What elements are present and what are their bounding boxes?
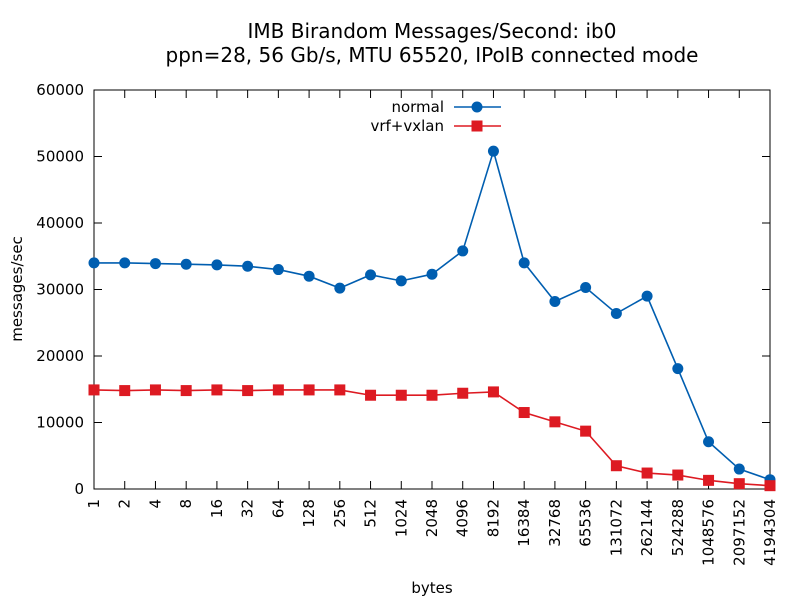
x-axis-label: bytes [411, 579, 453, 597]
data-point [733, 478, 745, 490]
x-tick-label: 256 [331, 499, 349, 528]
data-point [426, 389, 438, 401]
chart-title: IMB Birandom Messages/Second: ib0 [248, 19, 617, 43]
data-point [272, 264, 284, 276]
data-point [426, 268, 438, 280]
y-tick-label: 50000 [36, 148, 84, 166]
y-tick-label: 60000 [36, 81, 84, 99]
y-tick-label: 40000 [36, 214, 84, 232]
series-layer [88, 145, 776, 492]
data-point [764, 480, 776, 492]
data-point [365, 389, 377, 401]
series-1 [88, 384, 776, 492]
x-tick-label: 1048576 [700, 499, 718, 566]
data-point [272, 384, 284, 396]
x-tick-label: 1 [85, 499, 103, 509]
x-tick-label: 16384 [515, 499, 533, 547]
y-axis-label: messages/sec [8, 236, 26, 342]
data-point [641, 467, 653, 479]
x-tick-label: 1024 [392, 499, 410, 537]
data-point [703, 474, 715, 486]
data-point [549, 295, 561, 307]
x-tick-label: 4096 [454, 499, 472, 537]
data-point [487, 145, 499, 157]
x-tick-label: 16 [208, 499, 226, 518]
data-point [242, 385, 254, 397]
data-point [703, 436, 715, 448]
data-point [672, 469, 684, 481]
x-tick-label: 2 [116, 499, 134, 509]
data-point [334, 384, 346, 396]
data-point [549, 416, 561, 428]
series-line [94, 148, 771, 481]
data-point [610, 460, 622, 472]
x-tick-label: 4194304 [761, 499, 779, 566]
data-point [211, 384, 223, 396]
x-tick-label: 524288 [669, 499, 687, 556]
x-tick-label: 131072 [607, 499, 625, 556]
data-point [149, 384, 161, 396]
data-point [580, 425, 592, 437]
legend-marker [471, 101, 483, 113]
legend-marker [471, 120, 483, 132]
data-point [395, 389, 407, 401]
x-tick-label: 128 [300, 499, 318, 528]
y-tick-label: 20000 [36, 347, 84, 365]
y-tick-label: 30000 [36, 281, 84, 299]
data-point [457, 245, 469, 257]
data-point [733, 463, 745, 475]
legend-label: vrf+vxlan [370, 117, 444, 135]
data-point [672, 363, 684, 375]
x-tick-label: 8 [177, 499, 195, 509]
data-point [334, 282, 346, 294]
data-point [518, 407, 530, 419]
axes: 0 10000 20000 30000 40000 50000 60000 1 2 4 8 16 32 6… [36, 81, 779, 566]
x-tick-label: 4 [146, 499, 164, 509]
data-point [242, 260, 254, 272]
data-point [487, 386, 499, 398]
legend-label: normal [391, 98, 444, 116]
series-line [93, 389, 771, 487]
data-point [149, 258, 161, 270]
data-point [119, 257, 131, 269]
y-tick-label: 10000 [36, 414, 84, 432]
data-point [88, 384, 100, 396]
data-point [180, 258, 192, 270]
x-tick-label: 2048 [423, 499, 441, 537]
y-tick-label: 0 [74, 480, 84, 498]
data-point [365, 269, 377, 281]
data-point [303, 384, 315, 396]
x-tick-label: 32 [239, 499, 257, 518]
data-point [211, 259, 223, 271]
data-point [580, 282, 592, 294]
data-point [303, 270, 315, 282]
data-point [119, 385, 131, 397]
data-point [518, 257, 530, 269]
x-tick-label: 262144 [638, 499, 656, 556]
x-tick-label: 512 [362, 499, 380, 528]
data-point [395, 275, 407, 287]
plot-frame [93, 89, 771, 490]
x-tick-label: 65536 [577, 499, 595, 547]
data-point [610, 307, 622, 319]
data-point [88, 257, 100, 269]
data-point [180, 385, 192, 397]
x-tick-label: 32768 [546, 499, 564, 547]
data-point [457, 387, 469, 399]
x-tick-label: 64 [269, 499, 287, 518]
x-tick-label: 2097152 [730, 499, 748, 566]
chart-subtitle: ppn=28, 56 Gb/s, MTU 65520, IPoIB connec… [166, 43, 699, 67]
series-0 [88, 145, 776, 486]
x-tick-label: 8192 [484, 499, 502, 537]
data-point [641, 290, 653, 302]
